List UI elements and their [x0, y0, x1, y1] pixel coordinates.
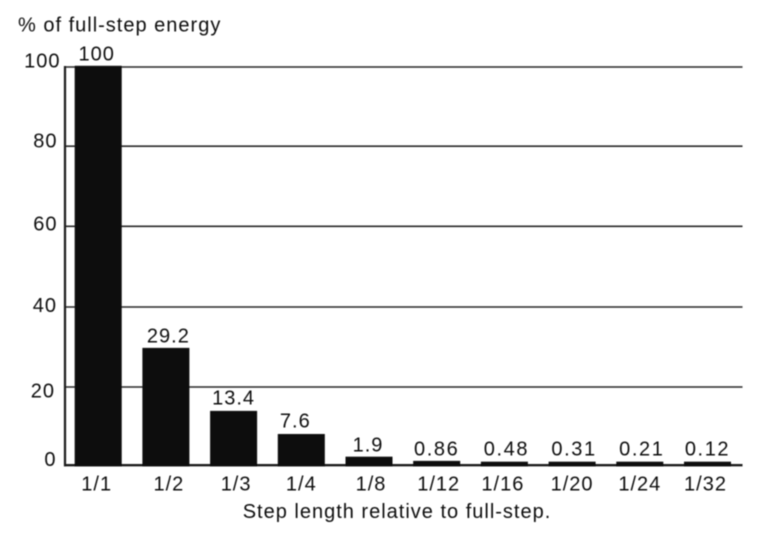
svg-text:0.21: 0.21: [619, 439, 664, 461]
svg-text:7.6: 7.6: [280, 410, 311, 432]
svg-text:1/32: 1/32: [684, 474, 727, 496]
svg-text:1/16: 1/16: [481, 474, 524, 496]
svg-text:1/4: 1/4: [286, 474, 317, 496]
svg-text:0.86: 0.86: [414, 439, 459, 461]
svg-text:1/3: 1/3: [221, 474, 252, 496]
svg-text:1/2: 1/2: [153, 474, 184, 496]
svg-text:1/1: 1/1: [81, 474, 112, 496]
svg-text:60: 60: [33, 213, 57, 235]
svg-text:40: 40: [33, 295, 57, 317]
svg-text:13.4: 13.4: [212, 388, 255, 410]
svg-text:1/8: 1/8: [356, 474, 387, 496]
svg-text:0.12: 0.12: [685, 439, 730, 461]
svg-text:1/24: 1/24: [618, 474, 661, 496]
svg-text:0: 0: [44, 449, 56, 471]
svg-text:100: 100: [24, 51, 60, 73]
svg-text:Step length relative to full-s: Step length relative to full-step.: [243, 501, 552, 523]
svg-text:100: 100: [79, 44, 115, 66]
svg-text:1/20: 1/20: [551, 474, 594, 496]
svg-text:29.2: 29.2: [147, 325, 190, 347]
svg-text:% of full-step energy: % of full-step energy: [18, 15, 221, 37]
svg-text:0.31: 0.31: [551, 439, 596, 461]
svg-text:1.9: 1.9: [353, 435, 384, 457]
svg-text:20: 20: [31, 380, 55, 402]
svg-text:80: 80: [33, 131, 57, 153]
svg-text:1/12: 1/12: [417, 474, 460, 496]
svg-text:0.48: 0.48: [484, 439, 529, 461]
